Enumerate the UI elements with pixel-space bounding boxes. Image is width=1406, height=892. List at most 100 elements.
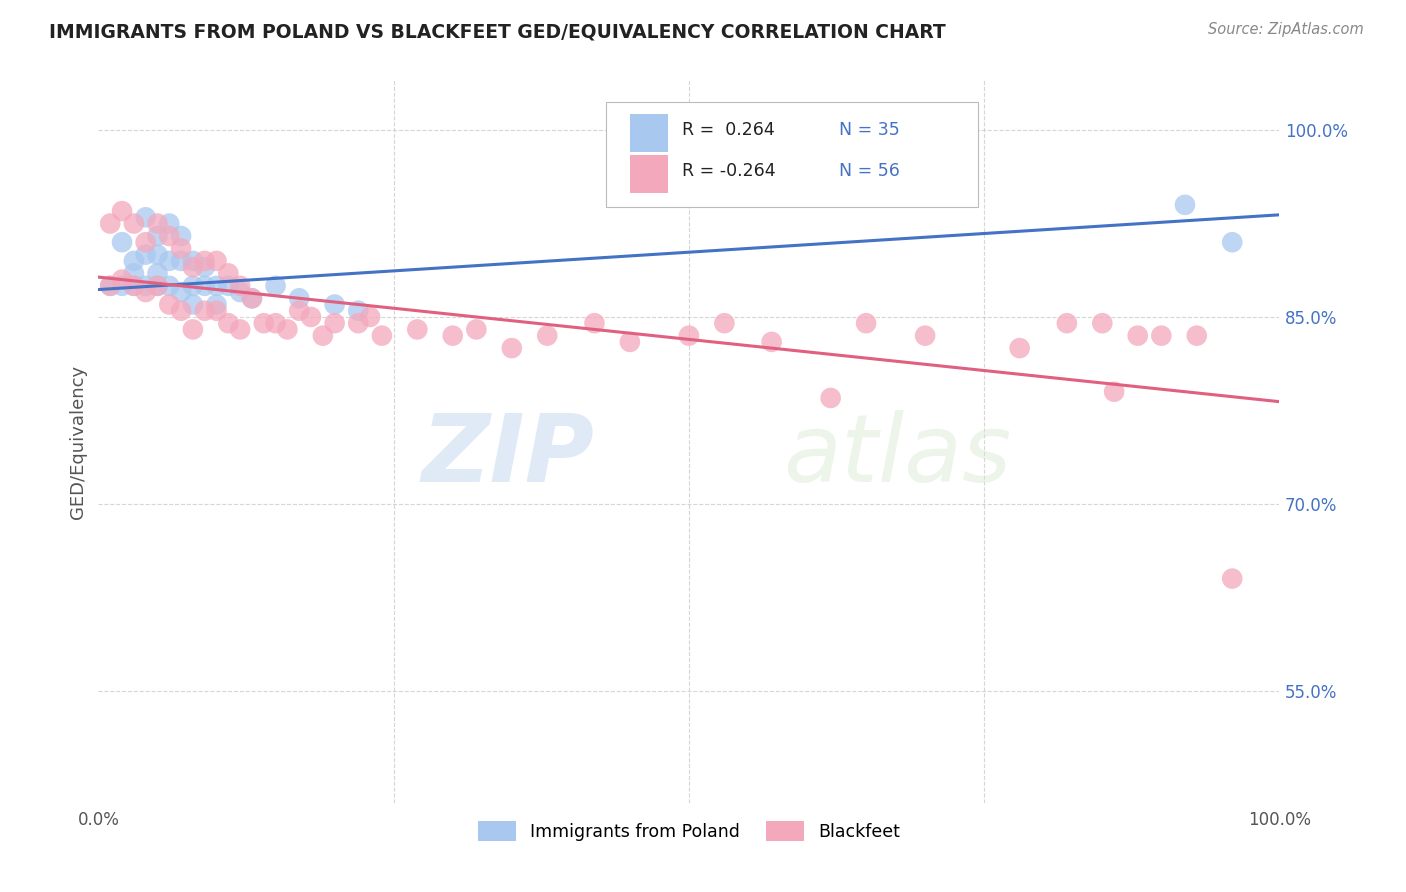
Point: [194, 303, 217, 318]
Point: [229, 278, 252, 293]
Point: [371, 328, 394, 343]
Point: [98, 217, 121, 231]
Text: atlas: atlas: [783, 410, 1012, 501]
Point: [914, 328, 936, 343]
Point: [170, 229, 193, 244]
Point: [583, 316, 606, 330]
Point: [111, 278, 134, 293]
Point: [111, 272, 134, 286]
Point: [536, 328, 558, 343]
Point: [1091, 316, 1114, 330]
Point: [98, 278, 121, 293]
Bar: [630, 114, 668, 152]
Point: [157, 217, 180, 231]
Point: [217, 266, 239, 280]
Point: [347, 303, 370, 318]
Point: [181, 278, 204, 293]
Point: [135, 235, 157, 250]
Point: [229, 322, 252, 336]
Point: [619, 334, 641, 349]
Point: [229, 285, 252, 299]
Point: [157, 297, 180, 311]
Y-axis label: GED/Equivalency: GED/Equivalency: [69, 365, 87, 518]
Point: [205, 254, 228, 268]
Point: [98, 278, 121, 293]
Point: [146, 278, 169, 293]
Point: [359, 310, 381, 324]
Point: [170, 254, 193, 268]
Point: [820, 391, 842, 405]
Point: [1008, 341, 1031, 355]
Point: [1174, 198, 1197, 212]
Point: [122, 278, 145, 293]
Point: [146, 248, 169, 262]
Text: R = -0.264: R = -0.264: [682, 162, 776, 180]
Point: [406, 322, 429, 336]
Point: [135, 285, 157, 299]
Point: [122, 266, 145, 280]
Point: [146, 217, 169, 231]
Point: [323, 316, 346, 330]
Point: [1185, 328, 1208, 343]
Point: [135, 248, 157, 262]
Point: [276, 322, 298, 336]
Point: [194, 278, 217, 293]
Point: [465, 322, 488, 336]
Point: [170, 242, 193, 256]
Point: [194, 260, 217, 274]
Text: R =  0.264: R = 0.264: [682, 121, 775, 139]
Legend: Immigrants from Poland, Blackfeet: Immigrants from Poland, Blackfeet: [471, 814, 907, 848]
Point: [678, 328, 700, 343]
Point: [217, 316, 239, 330]
Point: [146, 229, 169, 244]
Point: [347, 316, 370, 330]
Point: [217, 278, 239, 293]
Point: [181, 260, 204, 274]
Point: [713, 316, 735, 330]
Point: [441, 328, 464, 343]
Point: [323, 297, 346, 311]
Point: [157, 254, 180, 268]
Point: [122, 254, 145, 268]
Point: [240, 291, 263, 305]
Point: [288, 291, 311, 305]
Point: [1150, 328, 1173, 343]
Text: Source: ZipAtlas.com: Source: ZipAtlas.com: [1208, 22, 1364, 37]
Point: [264, 316, 287, 330]
Bar: [630, 155, 668, 193]
Point: [205, 278, 228, 293]
Point: [170, 303, 193, 318]
Point: [146, 266, 169, 280]
Point: [240, 291, 263, 305]
Point: [288, 303, 311, 318]
Text: N = 35: N = 35: [839, 121, 900, 139]
Text: ZIP: ZIP: [422, 410, 595, 502]
Point: [205, 297, 228, 311]
Point: [146, 278, 169, 293]
Point: [299, 310, 322, 324]
Point: [181, 322, 204, 336]
Text: IMMIGRANTS FROM POLAND VS BLACKFEET GED/EQUIVALENCY CORRELATION CHART: IMMIGRANTS FROM POLAND VS BLACKFEET GED/…: [49, 22, 946, 41]
Point: [855, 316, 877, 330]
Point: [264, 278, 287, 293]
Point: [1220, 235, 1243, 250]
FancyBboxPatch shape: [606, 102, 979, 207]
Point: [1102, 384, 1125, 399]
Point: [1126, 328, 1149, 343]
Point: [122, 278, 145, 293]
Point: [312, 328, 335, 343]
Point: [157, 278, 180, 293]
Point: [253, 316, 276, 330]
Point: [501, 341, 523, 355]
Point: [181, 254, 204, 268]
Point: [111, 235, 134, 250]
Point: [135, 278, 157, 293]
Text: N = 56: N = 56: [839, 162, 900, 180]
Point: [170, 285, 193, 299]
Point: [761, 334, 783, 349]
Point: [205, 303, 228, 318]
Point: [157, 229, 180, 244]
Point: [111, 204, 134, 219]
Point: [181, 297, 204, 311]
Point: [135, 211, 157, 225]
